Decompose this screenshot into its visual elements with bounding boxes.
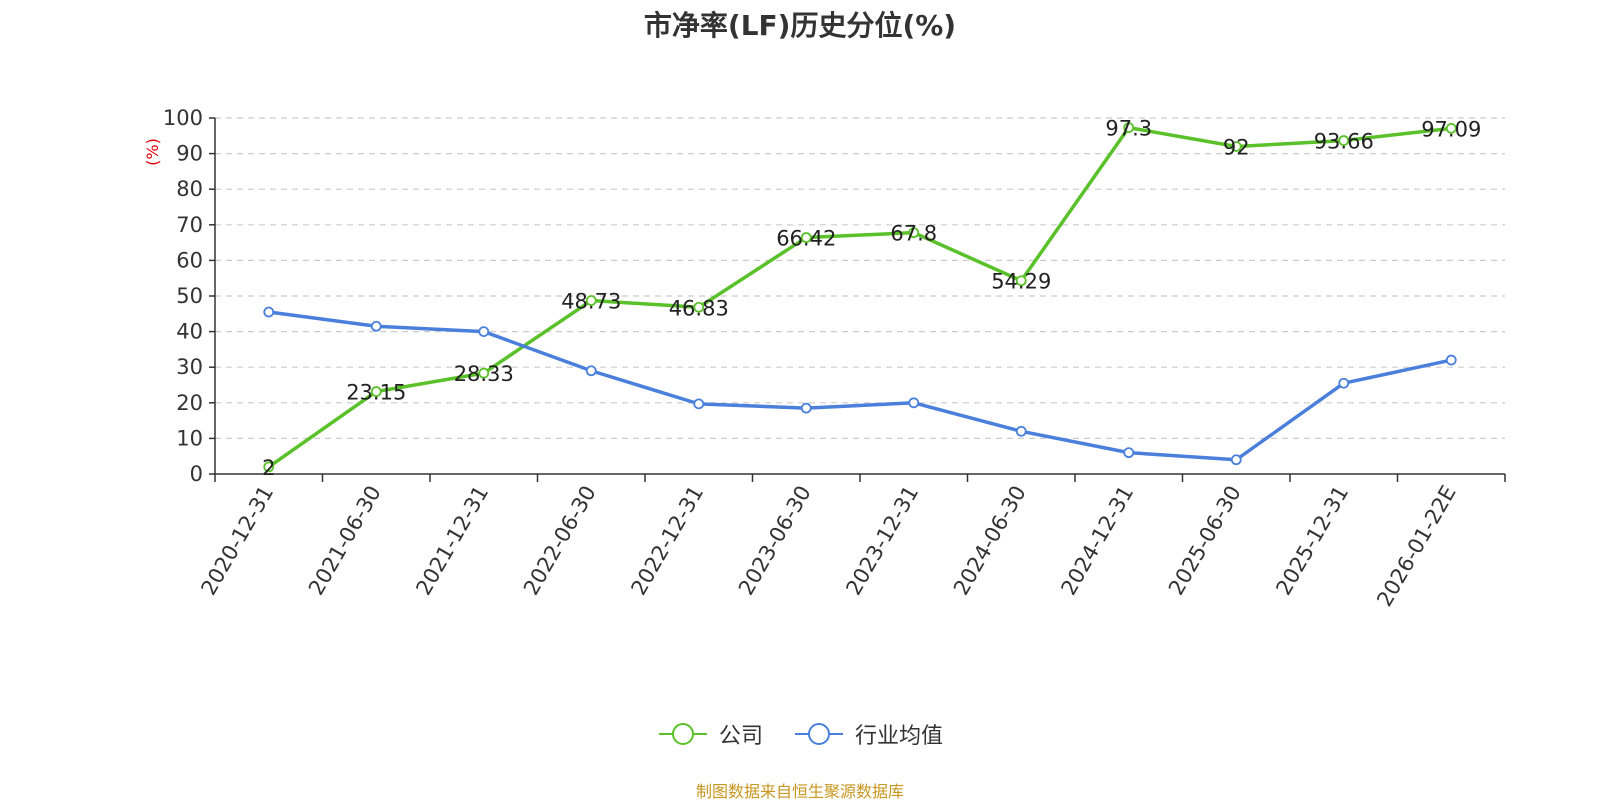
legend-swatch xyxy=(658,723,707,745)
data-point-1[interactable] xyxy=(1445,354,1457,366)
x-tick-label: 2022-12-31 xyxy=(626,482,708,600)
data-label: 23.15 xyxy=(346,381,406,405)
y-tick-label: 20 xyxy=(176,391,203,415)
data-label: 97.3 xyxy=(1105,117,1152,141)
data-point-0[interactable] xyxy=(1015,275,1027,287)
y-tick-label: 50 xyxy=(176,284,203,308)
y-tick-label: 40 xyxy=(176,320,203,344)
data-point-0[interactable] xyxy=(1123,122,1135,134)
data-point-1[interactable] xyxy=(1230,454,1242,466)
series-line-0 xyxy=(267,125,1452,469)
data-label: 28.33 xyxy=(454,362,514,386)
y-axis-label: (%) xyxy=(143,138,162,166)
data-point-0[interactable] xyxy=(263,461,275,473)
y-tick-label: 30 xyxy=(176,355,203,379)
legend-item-1[interactable]: 行业均值 xyxy=(793,718,943,750)
data-point-1[interactable] xyxy=(1338,377,1350,389)
data-point-1[interactable] xyxy=(478,326,490,338)
y-tick-label: 100 xyxy=(163,106,203,130)
data-label: 67.8 xyxy=(890,222,937,246)
x-tick-label: 2025-12-31 xyxy=(1271,482,1353,600)
legend-swatch xyxy=(795,723,843,745)
data-point-0[interactable] xyxy=(478,367,490,379)
data-point-1[interactable] xyxy=(1015,425,1027,437)
y-tick-label: 70 xyxy=(176,213,203,237)
x-tick-label: 2025-06-30 xyxy=(1164,482,1246,600)
legend: 公司 行业均值 xyxy=(0,718,1600,750)
y-tick-label: 0 xyxy=(190,462,203,486)
x-tick-label: 2020-12-31 xyxy=(196,482,278,600)
legend-item-0[interactable]: 公司 xyxy=(657,718,763,750)
data-point-0[interactable] xyxy=(693,301,705,313)
data-label: 66.42 xyxy=(776,227,836,251)
data-point-1[interactable] xyxy=(1123,447,1135,459)
source-note: 制图数据来自恒生聚源数据库 xyxy=(695,782,904,801)
data-label: 92 xyxy=(1223,135,1250,159)
x-tick-label: 2021-06-30 xyxy=(304,482,386,600)
data-point-1[interactable] xyxy=(800,402,812,414)
data-point-1[interactable] xyxy=(908,397,920,409)
legend-label: 公司 xyxy=(718,724,763,749)
data-label: 46.83 xyxy=(669,296,729,320)
chart-title: 市净率(LF)历史分位(%) xyxy=(643,9,957,42)
data-label: 2 xyxy=(262,456,275,480)
series-layer xyxy=(263,122,1457,473)
data-point-0[interactable] xyxy=(1338,135,1350,146)
x-tick-label: 2022-06-30 xyxy=(519,482,601,600)
x-tick-label: 2024-12-31 xyxy=(1056,482,1138,600)
x-tick-label: 2021-12-31 xyxy=(411,482,493,600)
data-point-0[interactable] xyxy=(585,295,597,306)
data-labels: 2 23.15 28.33 48.73 46.83 66.42 67.8 54.29 97.3 9… xyxy=(262,117,1481,480)
series-line-1 xyxy=(268,310,1452,462)
data-label: 97.09 xyxy=(1421,117,1481,141)
data-point-1[interactable] xyxy=(370,320,382,332)
data-label: 54.29 xyxy=(991,270,1051,294)
data-point-0[interactable] xyxy=(1445,122,1457,134)
x-tick-label: 2026-01-22E xyxy=(1372,482,1460,611)
x-tick-label: 2024-06-30 xyxy=(949,482,1031,600)
legend-label: 行业均值 xyxy=(855,724,944,749)
data-label: 93.66 xyxy=(1314,130,1374,154)
y-tick-label: 60 xyxy=(176,248,203,272)
y-tick-label: 90 xyxy=(176,142,203,166)
data-label: 48.73 xyxy=(561,290,621,314)
axes: 0 10 20 30 40 50 60 70 80 90 100 2020-12-31 2021-06-… xyxy=(163,106,1506,611)
data-point-0[interactable] xyxy=(370,386,382,397)
data-point-1[interactable] xyxy=(585,365,597,377)
data-point-0[interactable] xyxy=(800,232,812,243)
data-point-0[interactable] xyxy=(908,227,920,239)
data-point-0[interactable] xyxy=(1230,141,1242,152)
x-tick-label: 2023-12-31 xyxy=(841,482,923,600)
x-tick-label: 2023-06-30 xyxy=(734,482,816,600)
y-tick-label: 80 xyxy=(176,177,203,201)
y-tick-label: 10 xyxy=(176,426,203,450)
data-point-1[interactable] xyxy=(263,306,275,318)
data-point-1[interactable] xyxy=(693,398,705,410)
grid-lines xyxy=(215,117,1505,439)
